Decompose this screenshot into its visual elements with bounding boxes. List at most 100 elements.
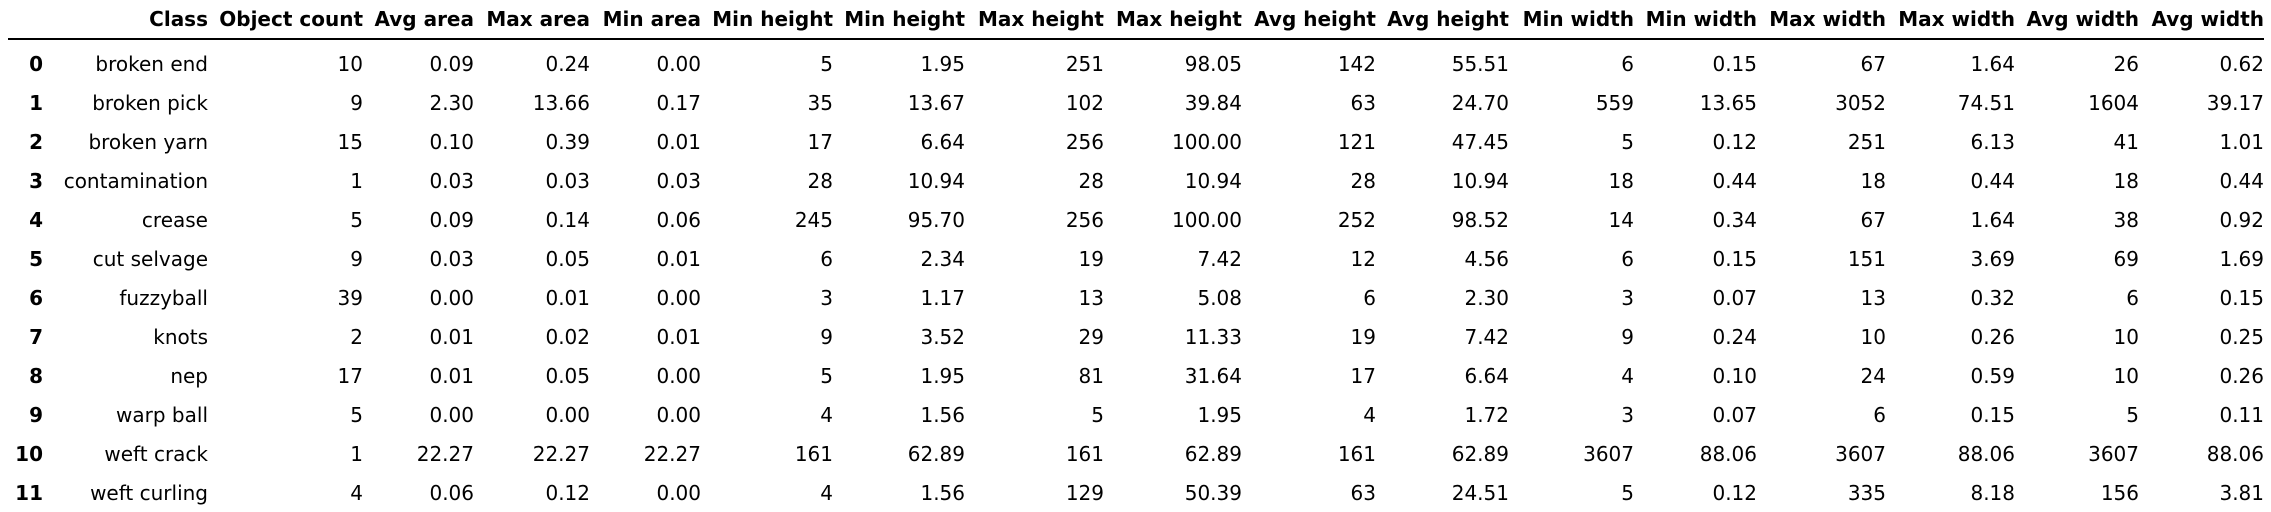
value-cell: 0.00 [429, 402, 474, 427]
table-row: 2 broken yarn 15 0.10 0.39 0.01 17 6.64 256 100.0… [8, 122, 2264, 161]
class-cell: nep [170, 363, 208, 388]
value-cell: 1.95 [920, 363, 965, 388]
value-cell: 81 [1078, 363, 1104, 388]
value-cell: 24.70 [1451, 90, 1509, 115]
value-cell: 0.00 [656, 51, 701, 76]
value-cell: 5 [350, 207, 363, 232]
value-cell: 0.09 [429, 207, 474, 232]
row-index: 4 [29, 207, 43, 232]
value-cell: 55.51 [1451, 51, 1509, 76]
value-cell: 9 [350, 90, 363, 115]
value-cell: 5 [820, 363, 833, 388]
value-cell: 0.26 [2219, 363, 2264, 388]
value-cell: 13.65 [1699, 90, 1757, 115]
value-cell: 18 [1608, 168, 1634, 193]
value-cell: 10.94 [1451, 168, 1509, 193]
value-cell: 0.03 [656, 168, 701, 193]
row-index: 0 [29, 51, 43, 76]
value-cell: 0.26 [1970, 324, 2015, 349]
value-cell: 256 [1065, 207, 1104, 232]
value-cell: 335 [1847, 480, 1886, 505]
value-cell: 161 [1337, 441, 1376, 466]
value-cell: 19 [1078, 246, 1104, 271]
value-cell: 0.07 [1712, 402, 1757, 427]
column-header: Avg width [2026, 7, 2139, 31]
class-cell: broken end [95, 51, 208, 76]
column-header: Avg area [374, 7, 474, 31]
value-cell: 1.72 [1464, 402, 1509, 427]
row-index: 3 [29, 168, 43, 193]
value-cell: 29 [1078, 324, 1104, 349]
value-cell: 0.01 [429, 363, 474, 388]
value-cell: 17 [337, 363, 363, 388]
value-cell: 39.84 [1184, 90, 1242, 115]
class-cell: broken yarn [88, 129, 208, 154]
table-header: Class Object count Avg area Max area Min are… [8, 0, 2264, 39]
value-cell: 7.42 [1464, 324, 1509, 349]
column-header: Min height [844, 7, 965, 31]
value-cell: 0.34 [1712, 207, 1757, 232]
value-cell: 0.01 [656, 246, 701, 271]
table-row: 9 warp ball 5 0.00 0.00 0.00 4 1.56 5 1.95 4 1.72 3 0… [8, 395, 2264, 434]
table-row: 11 weft curling 4 0.06 0.12 0.00 4 1.56 129 50.39… [8, 473, 2264, 512]
value-cell: 41 [2113, 129, 2139, 154]
value-cell: 0.03 [429, 168, 474, 193]
value-cell: 24.51 [1451, 480, 1509, 505]
value-cell: 0.44 [2219, 168, 2264, 193]
column-header: Max area [486, 7, 590, 31]
value-cell: 12 [1350, 246, 1376, 271]
value-cell: 3.81 [2219, 480, 2264, 505]
value-cell: 62.89 [907, 441, 965, 466]
value-cell: 35 [807, 90, 833, 115]
value-cell: 62.89 [1184, 441, 1242, 466]
class-cell: weft crack [104, 441, 208, 466]
value-cell: 102 [1065, 90, 1104, 115]
value-cell: 0.03 [429, 246, 474, 271]
value-cell: 0.07 [1712, 285, 1757, 310]
table-row: 4 crease 5 0.09 0.14 0.06 245 95.70 256 100.00 252… [8, 200, 2264, 239]
value-cell: 1 [350, 441, 363, 466]
value-cell: 17 [807, 129, 833, 154]
table-row: 1 broken pick 9 2.30 13.66 0.17 35 13.67 102 39.8… [8, 83, 2264, 122]
value-cell: 1.01 [2219, 129, 2264, 154]
value-cell: 22.27 [643, 441, 701, 466]
value-cell: 3.52 [920, 324, 965, 349]
value-cell: 5 [820, 51, 833, 76]
column-header: Max width [1898, 7, 2015, 31]
class-cell: crease [141, 207, 208, 232]
value-cell: 4.56 [1464, 246, 1509, 271]
value-cell: 28 [807, 168, 833, 193]
column-header: Min height [712, 7, 833, 31]
row-index: 5 [29, 246, 43, 271]
column-header: Min width [1522, 7, 1634, 31]
column-header: Avg height [1387, 7, 1509, 31]
column-header: Class [149, 7, 208, 31]
table-row: 3 contamination 1 0.03 0.03 0.03 28 10.94 28 10.9… [8, 161, 2264, 200]
row-index: 11 [15, 480, 43, 505]
value-cell: 50.39 [1184, 480, 1242, 505]
table-row: 8 nep 17 0.01 0.05 0.00 5 1.95 81 31.64 17 6.64 4 0.1… [8, 356, 2264, 395]
value-cell: 0.05 [545, 246, 590, 271]
value-cell: 6.64 [920, 129, 965, 154]
value-cell: 5 [2126, 402, 2139, 427]
value-cell: 245 [794, 207, 833, 232]
value-cell: 0.39 [545, 129, 590, 154]
value-cell: 62.89 [1451, 441, 1509, 466]
value-cell: 39 [337, 285, 363, 310]
value-cell: 5.08 [1197, 285, 1242, 310]
value-cell: 3.69 [1970, 246, 2015, 271]
class-cell: warp ball [116, 402, 208, 427]
value-cell: 4 [820, 402, 833, 427]
value-cell: 0.24 [1712, 324, 1757, 349]
value-cell: 0.32 [1970, 285, 2015, 310]
value-cell: 251 [1847, 129, 1886, 154]
table-row: 7 knots 2 0.01 0.02 0.01 9 3.52 29 11.33 19 7.42 9 0.… [8, 317, 2264, 356]
value-cell: 13 [1860, 285, 1886, 310]
value-cell: 67 [1860, 51, 1886, 76]
value-cell: 1.56 [920, 480, 965, 505]
value-cell: 129 [1065, 480, 1104, 505]
value-cell: 0.01 [545, 285, 590, 310]
class-cell: fuzzyball [119, 285, 208, 310]
value-cell: 0.15 [2219, 285, 2264, 310]
value-cell: 0.00 [656, 363, 701, 388]
